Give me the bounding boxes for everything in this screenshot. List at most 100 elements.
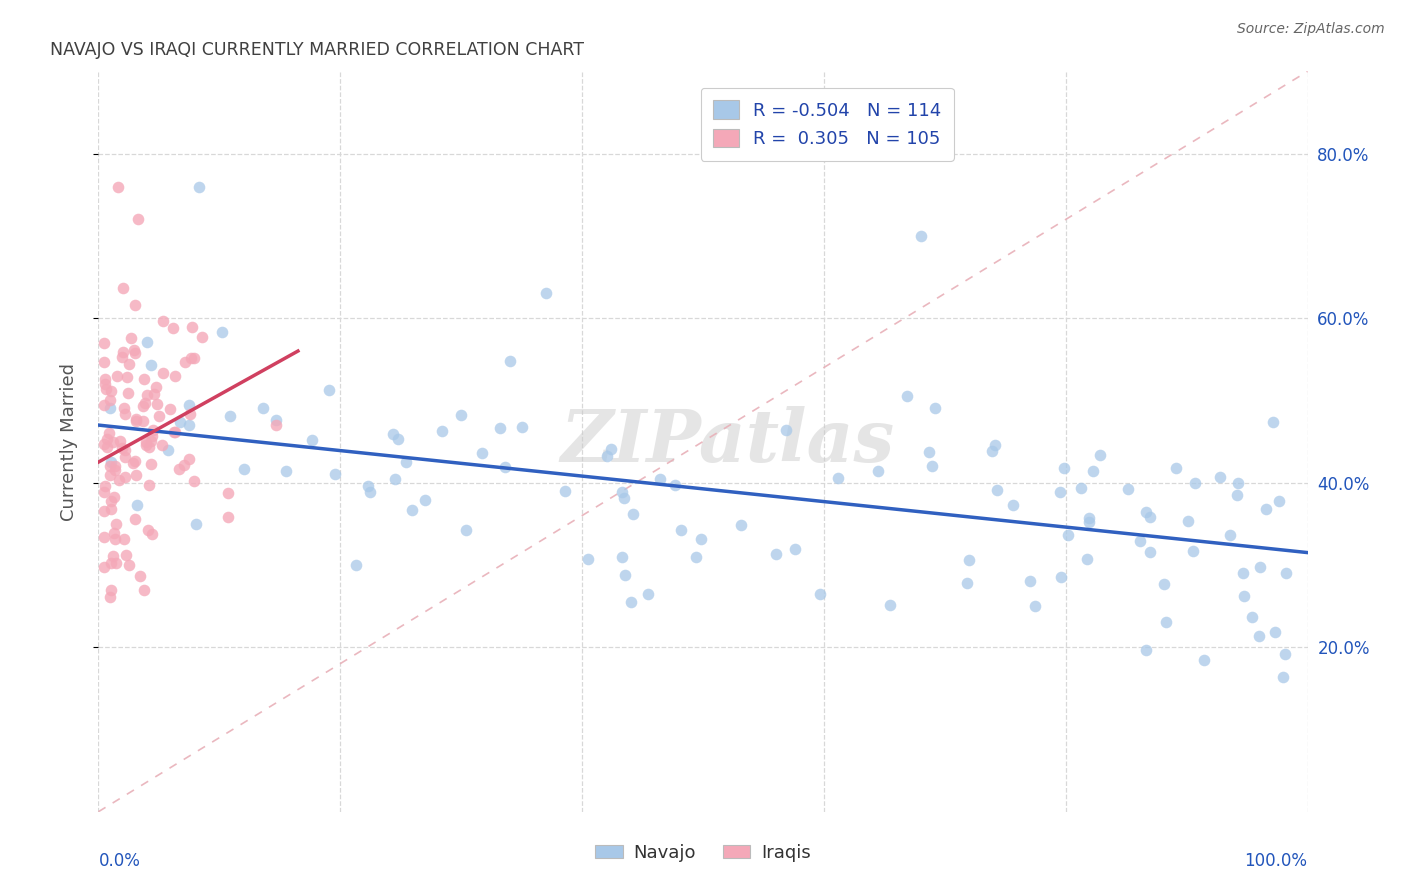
Point <box>1135 505 1157 519</box>
Point <box>103 526 125 541</box>
Point <box>127 498 149 512</box>
Point <box>669 524 692 538</box>
Point <box>96 441 118 455</box>
Point <box>233 461 256 475</box>
Point <box>217 509 239 524</box>
Point <box>1050 570 1073 584</box>
Point <box>134 395 156 409</box>
Point <box>167 462 190 476</box>
Point <box>103 490 125 504</box>
Point <box>1070 481 1092 495</box>
Point <box>1249 629 1271 643</box>
Point <box>1056 528 1078 542</box>
Point <box>765 547 787 561</box>
Point <box>183 475 205 489</box>
Point <box>138 440 160 454</box>
Point <box>163 425 186 439</box>
Point <box>1116 482 1139 496</box>
Point <box>1024 599 1046 613</box>
Point <box>1256 502 1278 516</box>
Point <box>180 351 202 366</box>
Point <box>1049 484 1071 499</box>
Point <box>648 472 671 486</box>
Point <box>664 478 686 492</box>
Point <box>387 432 409 446</box>
Point <box>177 417 200 432</box>
Point <box>107 179 129 194</box>
Point <box>169 416 191 430</box>
Point <box>183 351 205 365</box>
Point <box>401 503 423 517</box>
Point <box>179 407 201 421</box>
Point <box>159 402 181 417</box>
Point <box>100 502 122 516</box>
Point <box>264 418 287 433</box>
Point <box>136 335 159 350</box>
Point <box>124 512 146 526</box>
Point <box>118 558 141 572</box>
Point <box>105 369 128 384</box>
Point <box>114 548 136 562</box>
Point <box>112 401 135 416</box>
Point <box>100 556 122 570</box>
Point <box>866 464 889 478</box>
Point <box>924 401 946 415</box>
Point <box>117 370 139 384</box>
Point <box>218 409 240 423</box>
Point <box>152 366 174 380</box>
Point <box>1076 551 1098 566</box>
Point <box>621 507 644 521</box>
Point <box>510 419 533 434</box>
Point <box>142 423 165 437</box>
Point <box>104 517 127 532</box>
Point <box>111 344 134 359</box>
Point <box>610 485 633 500</box>
Point <box>983 438 1005 452</box>
Point <box>1219 528 1241 542</box>
Point <box>1135 643 1157 657</box>
Point <box>1249 560 1271 574</box>
Point <box>125 412 148 426</box>
Point <box>114 407 136 421</box>
Point <box>187 179 209 194</box>
Point <box>620 595 643 609</box>
Point <box>101 435 124 450</box>
Point <box>981 443 1004 458</box>
Point <box>124 298 146 312</box>
Point <box>1274 647 1296 661</box>
Point <box>125 413 148 427</box>
Point <box>93 398 115 412</box>
Point <box>1078 510 1101 524</box>
Point <box>637 587 659 601</box>
Point <box>129 569 152 583</box>
Point <box>217 486 239 500</box>
Point <box>117 386 139 401</box>
Point <box>1154 615 1177 630</box>
Point <box>100 583 122 598</box>
Point <box>956 575 979 590</box>
Point <box>135 434 157 449</box>
Point <box>785 541 807 556</box>
Point <box>917 445 939 459</box>
Point <box>344 558 367 573</box>
Point <box>381 426 404 441</box>
Point <box>1184 475 1206 490</box>
Point <box>395 455 418 469</box>
Point <box>1139 510 1161 524</box>
Point <box>162 320 184 334</box>
Point <box>357 478 380 492</box>
Point <box>1153 576 1175 591</box>
Point <box>325 467 347 482</box>
Point <box>775 423 797 437</box>
Point <box>274 464 297 478</box>
Point <box>450 408 472 422</box>
Point <box>252 401 274 415</box>
Point <box>94 382 117 396</box>
Point <box>96 433 118 447</box>
Point <box>101 549 124 564</box>
Y-axis label: Currently Married: Currently Married <box>59 362 77 521</box>
Point <box>114 450 136 465</box>
Point <box>413 492 436 507</box>
Point <box>148 409 170 423</box>
Point <box>534 286 557 301</box>
